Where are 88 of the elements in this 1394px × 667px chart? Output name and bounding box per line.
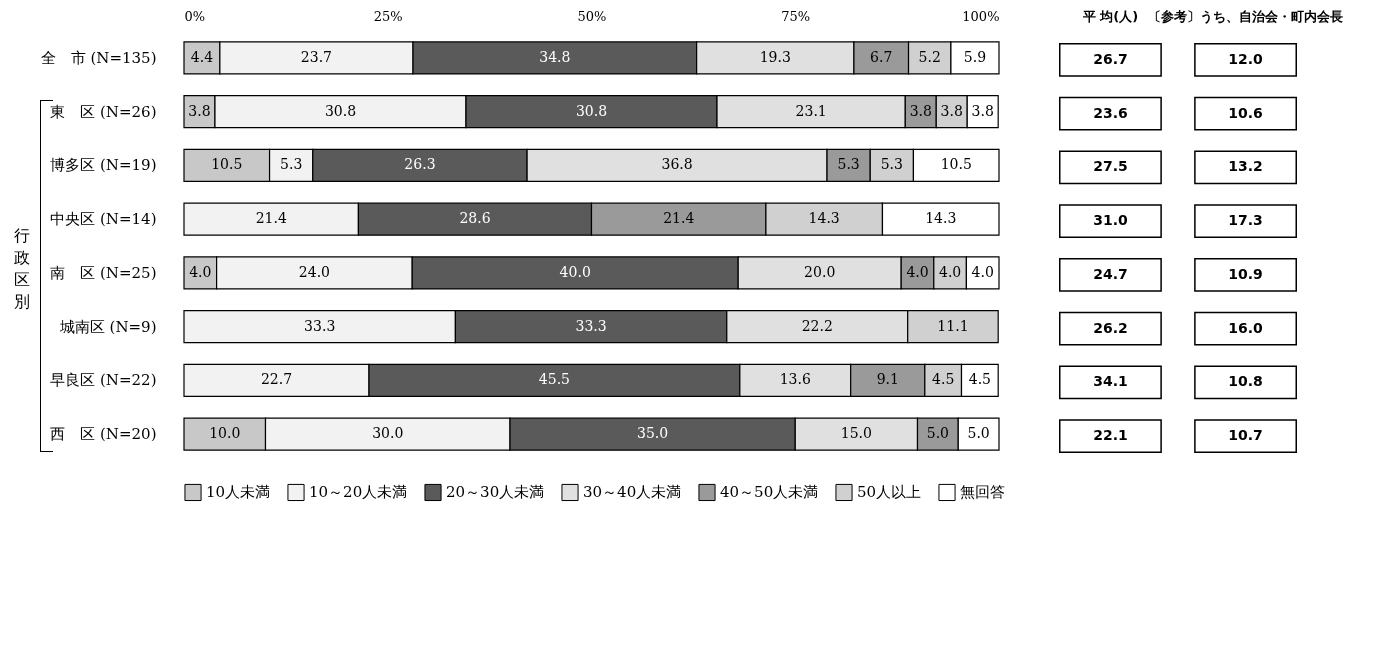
text: 22.1: [1093, 427, 1128, 444]
data-label: 22.7: [260, 371, 293, 388]
text: 17.3: [1228, 212, 1263, 229]
data-label: 40.0: [559, 263, 591, 280]
data-label: 4.0: [189, 263, 212, 280]
text: 10.7: [1228, 427, 1263, 444]
text: 12.0: [1228, 50, 1264, 67]
data-label: 33.3: [304, 317, 336, 334]
data-label: 30.8: [324, 102, 357, 119]
text: 13.2: [1228, 158, 1263, 175]
x-tick-label: 25%: [373, 8, 403, 24]
data-label: 5.2: [918, 48, 941, 65]
y-tick-label: 中央区 (N=14): [50, 210, 157, 229]
legend-label: 10人未満: [206, 483, 271, 502]
text: 31.0: [1093, 212, 1128, 229]
data-label: 36.8: [661, 156, 693, 173]
data-label: 3.8: [940, 102, 963, 119]
data-label: 5.3: [280, 156, 303, 173]
text: 行政区別: [14, 225, 30, 313]
data-label: 4.0: [938, 263, 962, 280]
text: 23.6: [1093, 104, 1128, 121]
data-label: 14.3: [808, 210, 840, 227]
data-label: 3.8: [971, 102, 994, 119]
data-label: 28.6: [459, 210, 491, 227]
data-label: 21.4: [663, 210, 695, 227]
data-label: 10.5: [211, 156, 243, 173]
y-tick-label: 南 区 (N=25): [50, 263, 157, 282]
data-label: 19.3: [759, 48, 791, 65]
data-label: 5.3: [880, 156, 903, 173]
data-label: 9.1: [876, 371, 899, 388]
data-label: 11.1: [937, 317, 969, 334]
data-label: 10.0: [209, 425, 241, 442]
y-tick-label: 早良区 (N=22): [50, 371, 157, 390]
text: 10.9: [1228, 265, 1263, 282]
data-label: 6.7: [870, 48, 893, 65]
data-label: 14.3: [925, 210, 957, 227]
legend-label: 10～20人未満: [309, 483, 408, 502]
data-label: 22.2: [801, 317, 833, 334]
y-tick-label: 西 区 (N=20): [50, 425, 157, 444]
data-label: 5.9: [963, 48, 987, 65]
data-label: 4.0: [906, 263, 929, 280]
legend-label: 無回答: [960, 483, 1005, 502]
data-label: 23.1: [795, 102, 827, 119]
data-label: 5.3: [837, 156, 860, 173]
x-tick-label: 0%: [184, 8, 206, 24]
y-tick-label: 東 区 (N=26): [50, 102, 157, 121]
data-label: 33.3: [575, 317, 607, 334]
x-tick-label: 50%: [577, 8, 607, 24]
data-label: 30.0: [372, 425, 404, 442]
data-label: 23.7: [300, 48, 333, 65]
x-tick-label: 75%: [781, 8, 811, 24]
x-tick-label: 100%: [962, 8, 1000, 24]
data-label: 35.0: [637, 425, 669, 442]
data-label: 15.0: [840, 425, 872, 442]
data-label: 34.8: [539, 48, 571, 65]
legend-label: 50人以上: [857, 483, 922, 502]
data-label: 26.3: [404, 156, 436, 173]
text: 26.2: [1093, 319, 1128, 336]
category-label: 平 均(人): [1081, 8, 1139, 24]
data-label: 4.4: [190, 48, 214, 65]
y-tick-label: 全 市 (N=135): [40, 48, 157, 67]
data-label: 10.5: [940, 156, 972, 173]
data-label: 45.5: [538, 371, 570, 388]
data-label: 3.8: [909, 102, 932, 119]
data-label: 24.0: [298, 263, 330, 280]
text: 34.1: [1093, 373, 1128, 390]
legend-label: 40～50人未満: [720, 483, 819, 502]
data-label: 20.0: [804, 263, 836, 280]
data-label: 5.0: [967, 425, 990, 442]
data-label: 5.0: [926, 425, 950, 442]
data-label: 21.4: [255, 210, 287, 227]
data-label: 4.5: [968, 371, 991, 388]
data-label: 13.6: [779, 371, 811, 388]
data-label: 4.5: [932, 371, 955, 388]
text: 10.8: [1228, 373, 1263, 390]
y-tick-label: 博多区 (N=19): [50, 156, 157, 175]
legend-label: 20～30人未満: [446, 483, 545, 502]
text: 26.7: [1093, 50, 1128, 67]
category-label: 〔参考〕うち、自治会・町内会長: [1148, 8, 1344, 24]
data-label: 3.8: [188, 102, 211, 119]
text: 16.0: [1228, 319, 1264, 336]
data-label: 4.0: [971, 263, 994, 280]
text: 10.6: [1228, 104, 1263, 121]
y-tick-label: 城南区 (N=9): [58, 317, 157, 336]
text: 24.7: [1093, 265, 1128, 282]
legend-label: 30～40人未満: [583, 483, 682, 502]
data-label: 30.8: [575, 102, 608, 119]
text: 27.5: [1093, 158, 1128, 175]
